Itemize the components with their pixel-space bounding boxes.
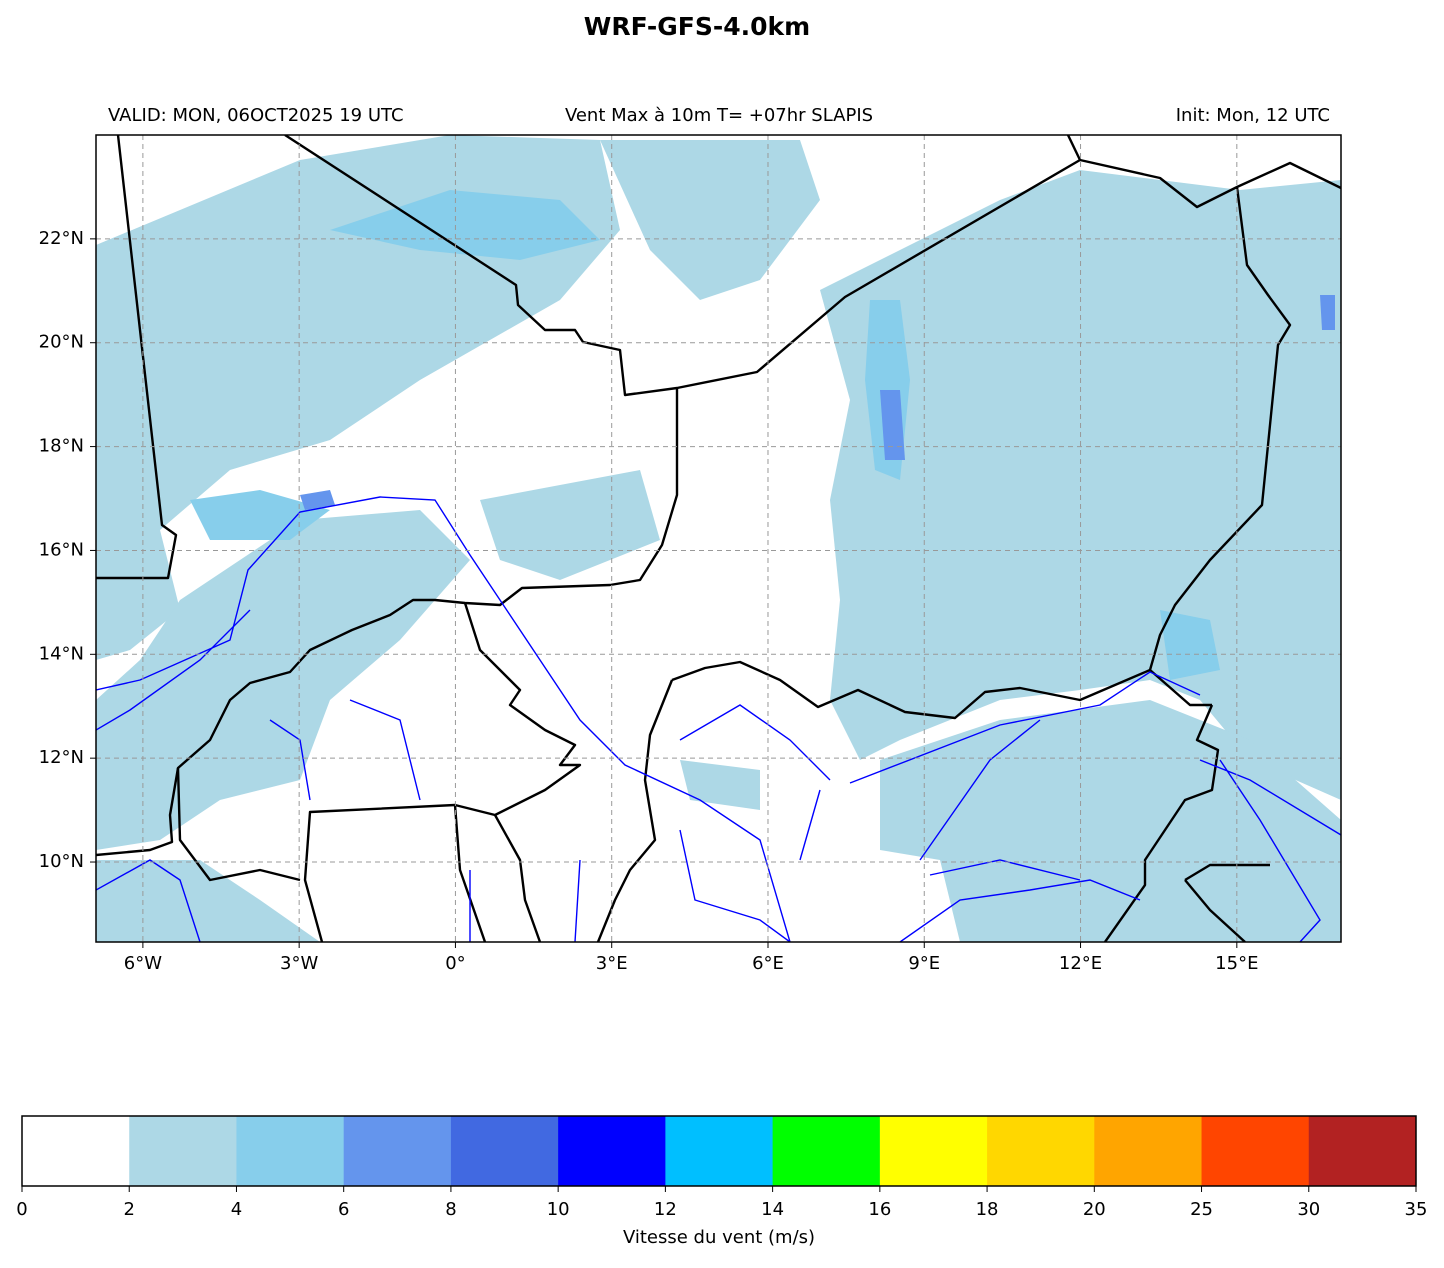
colorbar-tick-label: 14 [761, 1199, 784, 1220]
colorbar-segment [558, 1116, 666, 1186]
colorbar-segment [1308, 1116, 1417, 1186]
y-tick-label: 18°N [39, 436, 84, 457]
colorbar-label: Vitesse du vent (m/s) [623, 1227, 815, 1248]
colorbar-segment [450, 1116, 559, 1186]
colorbar-tick-label: 25 [1190, 1199, 1213, 1220]
colorbar-frame [21, 1115, 1417, 1187]
x-tick-label: 12°E [1059, 953, 1102, 974]
colorbar-tick-label: 16 [868, 1199, 891, 1220]
colorbar-segment [1201, 1116, 1310, 1186]
x-tick-label: 6°W [124, 953, 162, 974]
colorbar-segment [879, 1116, 988, 1186]
x-tick-label: 3°E [596, 953, 628, 974]
x-tick-label: 15°E [1215, 953, 1258, 974]
x-tick-label: 0° [445, 953, 465, 974]
colorbar-tick-label: 8 [445, 1199, 456, 1220]
colorbar-segment [236, 1116, 345, 1186]
colorbar-segment [1094, 1116, 1203, 1186]
colorbar-segment [129, 1116, 237, 1186]
colorbar-tick-label: 18 [976, 1199, 999, 1220]
colorbar-tick-label: 0 [16, 1199, 27, 1220]
colorbar-segment [665, 1116, 774, 1186]
colorbar-tick-label: 12 [654, 1199, 677, 1220]
x-tick-label: 3°W [280, 953, 318, 974]
title: WRF-GFS-4.0km [584, 12, 810, 41]
colorbar-tick-label: 6 [338, 1199, 349, 1220]
subtitle: Vent Max à 10m T= +07hr SLAPIS [565, 105, 873, 126]
colorbar-segment [772, 1116, 881, 1186]
colorbar-tick-label: 10 [547, 1199, 570, 1220]
colorbar-tick-label: 2 [124, 1199, 135, 1220]
init-time: Init: Mon, 12 UTC [1176, 105, 1330, 126]
colorbar-segment [987, 1116, 1095, 1186]
colorbar-segment [343, 1116, 452, 1186]
y-tick-label: 10°N [39, 851, 84, 872]
colorbar-tick-label: 20 [1083, 1199, 1106, 1220]
colorbar-segment [22, 1116, 130, 1186]
y-tick-label: 12°N [39, 747, 84, 768]
x-tick-label: 9°E [908, 953, 940, 974]
x-tick-label: 6°E [752, 953, 784, 974]
colorbar-tick-label: 4 [231, 1199, 242, 1220]
y-tick-label: 16°N [39, 539, 84, 560]
map-frame [95, 134, 1342, 943]
map-field [96, 135, 1341, 942]
colorbar-tick-label: 30 [1297, 1199, 1320, 1220]
y-tick-label: 14°N [39, 643, 84, 664]
valid-time: VALID: MON, 06OCT2025 19 UTC [108, 105, 404, 126]
y-tick-label: 20°N [39, 332, 84, 353]
colorbar-tick-label: 35 [1405, 1199, 1428, 1220]
y-tick-label: 22°N [39, 228, 84, 249]
